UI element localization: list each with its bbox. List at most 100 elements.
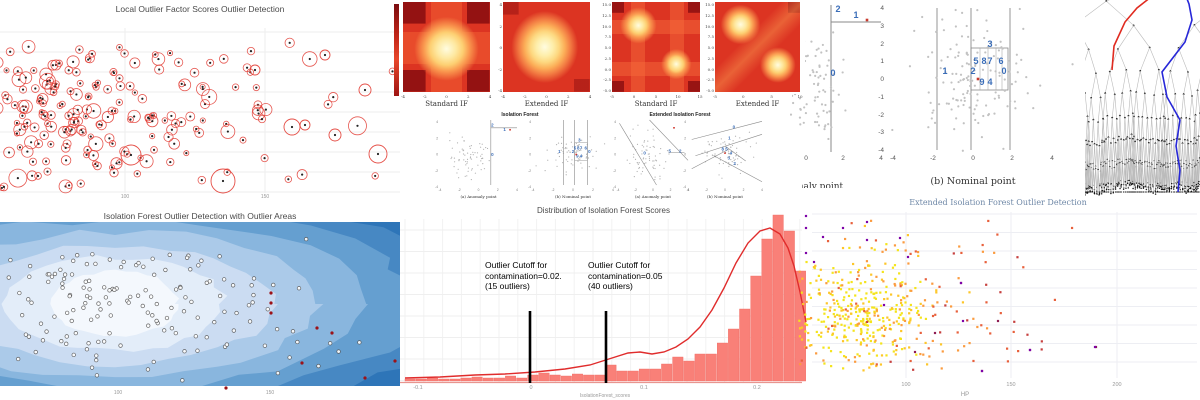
heatmap-y-tick: -4 xyxy=(498,88,502,93)
anomaly-path xyxy=(1111,0,1149,71)
svg-text:1: 1 xyxy=(853,10,858,20)
svg-text:-2: -2 xyxy=(634,188,637,192)
svg-text:0.1: 0.1 xyxy=(640,385,648,391)
heatmap-y-tick: 2 xyxy=(499,23,502,29)
svg-text:4: 4 xyxy=(880,5,884,12)
nominal-path xyxy=(1161,0,1193,193)
heatmap-x-tick: 0 xyxy=(742,94,745,99)
svg-text:7: 7 xyxy=(580,145,583,150)
svg-text:2: 2 xyxy=(592,188,594,192)
heatmap-y-tick: -2.5 xyxy=(603,77,611,83)
svg-text:0: 0 xyxy=(971,155,975,162)
hist-xlabel: IsolationForest_scores xyxy=(580,393,631,399)
heatmap-label: Extended IF xyxy=(735,100,780,108)
svg-text:0: 0 xyxy=(436,153,438,157)
svg-text:2: 2 xyxy=(880,41,884,48)
heatmap-x-tick: 2 xyxy=(466,94,470,99)
svg-text:0: 0 xyxy=(830,68,835,78)
svg-text:-4: -4 xyxy=(532,188,535,192)
svg-text:4: 4 xyxy=(529,120,531,124)
heatmap-y-tick: 7.5 xyxy=(604,34,611,40)
svg-text:-4: -4 xyxy=(528,185,531,189)
svg-text:100: 100 xyxy=(121,194,130,200)
heatmap-y-tick: 10.0 xyxy=(602,23,611,29)
heatmap-x-tick: 4 xyxy=(488,94,492,99)
heatmap-y-tick: 0.0 xyxy=(604,66,611,72)
svg-text:Extended Isolation Forest: Extended Isolation Forest xyxy=(649,112,710,118)
heatmap-y-tick: -5.0 xyxy=(706,88,714,93)
heatmap-x-tick: -5 xyxy=(713,94,717,99)
svg-text:0: 0 xyxy=(733,124,736,129)
svg-text:4: 4 xyxy=(987,77,992,87)
heatmap-hm1 xyxy=(403,2,490,92)
isolation-tree-diagram xyxy=(1085,0,1200,196)
svg-text:8: 8 xyxy=(981,56,986,66)
svg-text:1: 1 xyxy=(503,127,506,132)
svg-text:2: 2 xyxy=(614,136,616,140)
svg-text:4: 4 xyxy=(1050,155,1054,162)
isolation-tree-panel xyxy=(1085,0,1200,196)
svg-text:0: 0 xyxy=(529,153,531,157)
cutoff-annotation-1: Outlier Cutoff for contamination=0.02. (15… xyxy=(485,260,562,291)
hp-scatter-panel: 100 150 200 HP xyxy=(797,210,1200,400)
svg-text:2: 2 xyxy=(491,123,494,128)
heatmap-x-tick: 5 xyxy=(654,94,658,99)
svg-text:-4: -4 xyxy=(687,188,690,192)
heatmap-x-tick: 4 xyxy=(588,94,592,99)
heatmap-y-tick: 0 xyxy=(499,45,502,50)
contour-bands xyxy=(0,222,400,386)
cutoff-annotation-2: Outlier Cutoff for contamination=0.05 (40 … xyxy=(588,260,663,291)
histogram-panel: Distribution of Isolation Forest Scores … xyxy=(400,205,807,400)
eif-anomaly-label-cropped: (a) Anomaly point xyxy=(802,176,850,188)
heatmap-x-tick: 10 xyxy=(797,94,803,99)
eif-plot-a: 2 10 0 2 4 xyxy=(789,4,883,162)
svg-text:-2: -2 xyxy=(435,169,438,173)
svg-text:0: 0 xyxy=(684,153,686,157)
heatmap-x-tick: 0 xyxy=(445,94,448,99)
svg-text:8: 8 xyxy=(577,145,580,150)
svg-text:-2: -2 xyxy=(683,169,686,173)
heatmap-hm2 xyxy=(503,2,590,92)
heatmap-x-tick: 0 xyxy=(545,94,548,99)
svg-text:-3: -3 xyxy=(878,129,884,136)
heatmap-label: Extended IF xyxy=(524,100,569,108)
heatmap-x-tick: -4 xyxy=(501,94,505,99)
cropped-colorbar-strip xyxy=(394,4,399,96)
eif-caption: Extended Isolation Forest Outlier Detect… xyxy=(909,198,1087,207)
svg-text:2: 2 xyxy=(841,155,845,162)
heatmap-y-tick: 12.5 xyxy=(602,12,611,18)
svg-text:2: 2 xyxy=(835,4,840,14)
svg-text:0.2: 0.2 xyxy=(753,385,761,391)
eif-nominal-label: (b) Nominal point xyxy=(930,176,1016,187)
svg-text:-2: -2 xyxy=(878,112,884,119)
svg-text:5: 5 xyxy=(574,145,577,150)
svg-text:0: 0 xyxy=(588,149,591,154)
hist-bars xyxy=(404,214,806,382)
hp-xlabel: HP xyxy=(961,392,969,398)
svg-text:1: 1 xyxy=(728,136,731,141)
svg-text:0: 0 xyxy=(652,188,654,192)
svg-text:-4: -4 xyxy=(878,147,884,154)
svg-text:-2: -2 xyxy=(528,169,531,173)
svg-text:2: 2 xyxy=(733,161,736,166)
svg-text:1: 1 xyxy=(558,149,561,154)
lof-points xyxy=(0,37,397,194)
heatmap-y-tick: 2.5 xyxy=(604,55,611,61)
svg-text:4: 4 xyxy=(436,120,438,124)
heatmap-y-tick: -2.5 xyxy=(706,77,714,83)
heatmap-x-tick: 15 xyxy=(697,94,703,99)
heatmap-y-tick: 7.5 xyxy=(707,34,714,40)
heatmap-y-tick: 5.0 xyxy=(604,45,611,50)
svg-text:0: 0 xyxy=(478,188,480,192)
svg-text:3: 3 xyxy=(880,23,884,30)
svg-text:-4: -4 xyxy=(683,185,686,189)
svg-text:2: 2 xyxy=(529,136,531,140)
heatmap-y-tick: 4 xyxy=(499,2,502,7)
svg-text:0: 0 xyxy=(1001,66,1006,76)
svg-text:9: 9 xyxy=(979,77,984,87)
svg-text:4: 4 xyxy=(687,188,689,192)
svg-text:9: 9 xyxy=(576,154,579,159)
